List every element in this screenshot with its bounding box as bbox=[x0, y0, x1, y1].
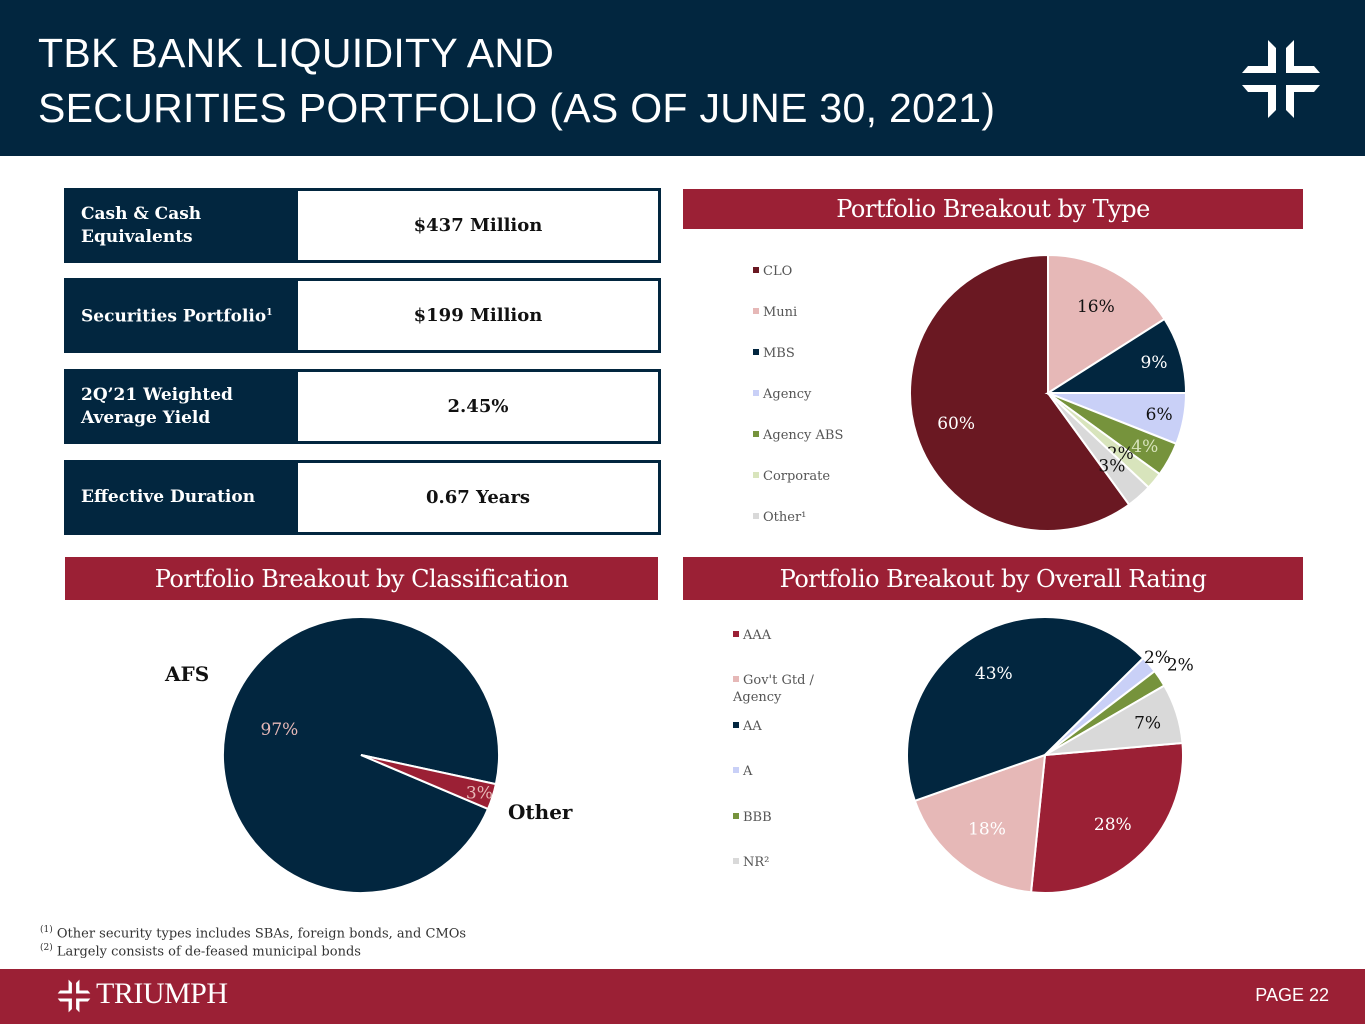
legend-label: Muni bbox=[763, 305, 798, 320]
other-label: Other bbox=[508, 800, 573, 824]
footnote-text: Largely consists of de-feased municipal … bbox=[56, 944, 361, 960]
pie-data-label: 60% bbox=[937, 414, 975, 434]
legend-swatch bbox=[733, 722, 739, 728]
kpi-label: Securities Portfolio1 bbox=[81, 281, 296, 350]
legend-swatch bbox=[733, 858, 739, 864]
pie-data-label: 4% bbox=[1131, 437, 1158, 457]
legend-label: Gov't Gtd / Agency bbox=[733, 673, 814, 705]
footnote-2: (2) Largely consists of de-feased munici… bbox=[40, 943, 361, 959]
legend-swatch bbox=[733, 631, 739, 637]
pie-data-label: 2% bbox=[1167, 655, 1194, 675]
pie-slice-other bbox=[360, 754, 498, 811]
legend-swatch bbox=[753, 308, 759, 314]
legend-label: AAA bbox=[743, 628, 772, 643]
page-title: TBK BANK LIQUIDITY AND SECURITIES PORTFO… bbox=[38, 26, 995, 136]
section-title-rating: Portfolio Breakout by Overall Rating bbox=[683, 557, 1303, 600]
legend-swatch bbox=[733, 767, 739, 773]
brand-logo-text: TRIUMPH bbox=[96, 977, 228, 1010]
legend-label: MBS bbox=[763, 346, 795, 361]
legend-item: Agency ABS bbox=[753, 427, 843, 444]
title-line-1: TBK BANK LIQUIDITY AND bbox=[38, 30, 555, 76]
kpi-label: Effective Duration bbox=[81, 487, 256, 507]
legend-item: BBB bbox=[733, 809, 772, 826]
pie-data-label: 7% bbox=[1134, 713, 1161, 733]
footnote-mark: (1) bbox=[40, 925, 53, 935]
footer-bar: TRIUMPH PAGE 22 bbox=[0, 969, 1365, 1024]
pie-data-label: 28% bbox=[1094, 815, 1132, 835]
pie-data-label: 18% bbox=[968, 820, 1006, 840]
kpi-value: 0.67 Years bbox=[298, 463, 658, 532]
kpi-label: 2Q’21 Weighted Average Yield bbox=[81, 384, 233, 428]
pie-data-label: 97% bbox=[261, 720, 299, 740]
pie-slice-muni bbox=[1047, 253, 1166, 395]
header-banner: TBK BANK LIQUIDITY AND SECURITIES PORTFO… bbox=[0, 0, 1365, 156]
footnote-mark: (2) bbox=[40, 943, 53, 953]
legend-item: AAA bbox=[733, 627, 771, 644]
legend-swatch bbox=[753, 390, 759, 396]
legend-swatch bbox=[733, 813, 739, 819]
legend-label: NR² bbox=[743, 855, 770, 870]
legend-label: A bbox=[743, 764, 753, 779]
pie-slice-aaa bbox=[1029, 741, 1184, 894]
legend-swatch bbox=[753, 431, 759, 437]
pie-data-label: 9% bbox=[1141, 353, 1168, 373]
kpi-value: $437 Million bbox=[298, 191, 658, 260]
kpi-securities: Securities Portfolio1 $199 Million bbox=[64, 278, 661, 353]
legend-item: MBS bbox=[753, 345, 795, 362]
pie-data-label: 2% bbox=[1144, 648, 1171, 668]
legend-item: A bbox=[733, 763, 752, 780]
kpi-value: $199 Million bbox=[298, 281, 658, 350]
triumph-cross-small-icon bbox=[57, 979, 91, 1013]
pie-slice-gov-t-gtd-agency bbox=[913, 753, 1047, 894]
page-number: PAGE 22 bbox=[1255, 985, 1329, 1005]
pie-data-label: 43% bbox=[975, 664, 1013, 684]
legend-item: Gov't Gtd / Agency bbox=[733, 672, 823, 706]
legend-label: BBB bbox=[743, 810, 772, 825]
legend-item: AA bbox=[733, 718, 762, 735]
legend-item: NR² bbox=[733, 854, 769, 871]
legend-swatch bbox=[753, 513, 759, 519]
triumph-cross-logo-icon bbox=[1242, 40, 1320, 118]
pie-slice-other- bbox=[1047, 392, 1151, 507]
legend-swatch bbox=[753, 472, 759, 478]
kpi-cash: Cash & Cash Equivalents $437 Million bbox=[64, 188, 661, 263]
footnote-mark: 1 bbox=[266, 308, 273, 319]
legend-swatch bbox=[753, 349, 759, 355]
title-line-2: SECURITIES PORTFOLIO (AS OF JUNE 30, 202… bbox=[38, 85, 996, 131]
kpi-duration: Effective Duration 0.67 Years bbox=[64, 460, 661, 535]
kpi-value: 2.45% bbox=[298, 372, 658, 441]
pie-slice-aa bbox=[906, 616, 1145, 803]
kpi-label: Cash & Cash Equivalents bbox=[81, 203, 202, 247]
legend-label: CLO bbox=[763, 264, 793, 279]
legend-swatch bbox=[753, 267, 759, 273]
legend-label: Agency ABS bbox=[763, 428, 844, 443]
legend-item: CLO bbox=[753, 263, 792, 280]
section-title-type: Portfolio Breakout by Type bbox=[683, 189, 1303, 229]
kpi-label-text: Securities Portfolio bbox=[81, 306, 267, 327]
pie-data-label: 6% bbox=[1146, 405, 1173, 425]
pie-data-label: 16% bbox=[1077, 297, 1115, 317]
legend-label: Other¹ bbox=[763, 510, 807, 525]
legend-label: Agency bbox=[763, 387, 812, 402]
legend-label: AA bbox=[743, 719, 762, 734]
legend-item: Other¹ bbox=[753, 509, 806, 526]
legend-item: Corporate bbox=[753, 468, 830, 485]
section-title-classification: Portfolio Breakout by Classification bbox=[65, 557, 658, 600]
legend-item: Muni bbox=[753, 304, 797, 321]
footnote-text: Other security types includes SBAs, fore… bbox=[56, 926, 467, 942]
footnote-1: (1) Other security types includes SBAs, … bbox=[40, 925, 466, 941]
pie-slice-nr- bbox=[1044, 684, 1184, 756]
pie-data-label: 3% bbox=[1098, 456, 1125, 476]
pie-data-label: 3% bbox=[466, 784, 493, 804]
legend-item: Agency bbox=[753, 386, 811, 403]
legend-label: Corporate bbox=[763, 469, 831, 484]
pie-slice-clo bbox=[909, 253, 1131, 532]
afs-label: AFS bbox=[165, 662, 210, 686]
kpi-yield: 2Q’21 Weighted Average Yield 2.45% bbox=[64, 369, 661, 444]
legend-swatch bbox=[733, 676, 739, 682]
